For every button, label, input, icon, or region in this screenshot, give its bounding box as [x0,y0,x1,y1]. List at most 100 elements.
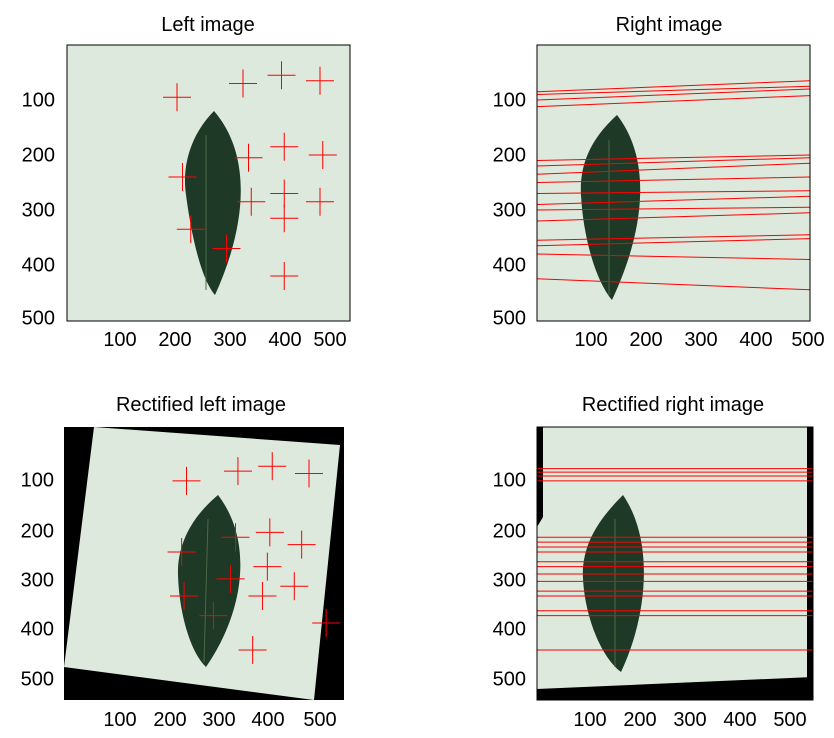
x-tick-label: 400 [723,709,757,731]
feature-point-marker [306,187,334,216]
feature-point-marker [258,452,287,481]
x-tick-label: 500 [303,709,337,731]
feature-point-marker [253,552,282,581]
y-tick-label: 100 [492,469,526,492]
x-tick-label: 100 [103,709,137,731]
feature-point-marker [295,459,323,488]
x-tick-label: 200 [629,329,663,351]
y-tick-label: 400 [21,254,55,277]
leaf [582,495,644,672]
feature-point-marker [170,582,199,611]
x-tick-label: 400 [251,709,285,731]
y-tick-label: 400 [492,618,526,641]
y-tick-label: 300 [492,569,526,592]
epipolar-line [536,80,811,93]
epipolar-line [536,88,811,101]
y-tick-label: 500 [492,307,526,330]
x-tick-label: 200 [623,709,657,731]
x-tick-label: 300 [673,709,707,731]
feature-point-marker [237,187,266,216]
epipolar-line [536,195,811,205]
x-tick-label: 200 [158,329,192,351]
panel-title: Rectified right image [581,394,765,416]
feature-points [163,61,337,290]
y-tick-label: 100 [21,89,55,112]
feature-points [167,452,341,664]
y-tick-label: 300 [21,199,55,222]
epipolar-line [536,157,811,167]
epipolar-line [536,176,811,183]
y-tick-label: 500 [21,307,55,330]
feature-point-marker [267,61,296,90]
epipolar-lines [536,80,811,291]
epipolar-line [536,154,811,161]
feature-point-marker [212,234,241,263]
x-tick-label: 400 [268,329,302,351]
x-tick-label: 400 [739,329,773,351]
x-tick-label: 300 [202,709,236,731]
feature-point-marker [234,143,263,172]
y-tick-label: 200 [492,144,526,167]
y-tick-label: 500 [20,668,54,691]
feature-point-marker [229,69,257,98]
feature-point-marker [270,179,299,208]
feature-point-marker [270,132,299,161]
feature-point-marker [221,523,250,552]
y-tick-label: 200 [20,520,54,543]
axes-frame [536,44,811,322]
leaf [177,495,241,667]
feature-point-marker [238,635,267,664]
epipolar-line [536,190,811,194]
x-tick-label: 500 [313,329,347,351]
panel-title: Right image [615,14,723,36]
feature-point-marker [280,572,309,601]
y-tick-label: 100 [492,89,526,112]
axes-frame [66,44,351,322]
y-tick-label: 400 [20,618,54,641]
epipolar-line [536,95,811,108]
feature-point-marker [306,66,334,95]
y-tick-label: 400 [492,254,526,277]
feature-point-marker [168,163,197,191]
epipolar-line [536,238,811,247]
x-tick-label: 100 [573,709,607,731]
feature-point-marker [270,204,299,233]
epipolar-line [536,206,811,211]
feature-point-marker [270,262,299,290]
feature-point-marker [248,582,277,611]
epipolar-line [536,234,811,241]
y-tick-label: 200 [21,144,55,167]
feature-point-marker [172,466,201,495]
y-tick-label: 200 [492,520,526,543]
x-tick-label: 500 [791,329,825,351]
y-tick-label: 300 [492,199,526,222]
epipolar-line [536,278,811,291]
feature-point-marker [223,457,252,486]
feature-point-marker [255,518,284,547]
panel-title: Left image [161,14,255,36]
feature-point-marker [163,83,191,112]
image-background [537,427,813,700]
feature-point-marker [287,530,316,559]
epipolar-line [536,253,811,260]
feature-point-marker [308,141,337,169]
y-tick-label: 500 [492,668,526,691]
epipolar-lines [537,468,813,651]
epipolar-line [536,85,811,95]
leaf [580,115,641,300]
x-tick-label: 100 [574,329,608,351]
axes-frame [536,426,814,701]
feature-point-marker [199,601,228,630]
panel-title: Rectified left image [115,394,287,416]
x-tick-label: 300 [213,329,247,351]
feature-point-marker [312,609,341,637]
y-tick-label: 300 [20,569,54,592]
x-tick-label: 200 [153,709,187,731]
x-tick-label: 500 [773,709,807,731]
feature-point-marker [176,215,205,244]
feature-point-marker [216,564,245,593]
